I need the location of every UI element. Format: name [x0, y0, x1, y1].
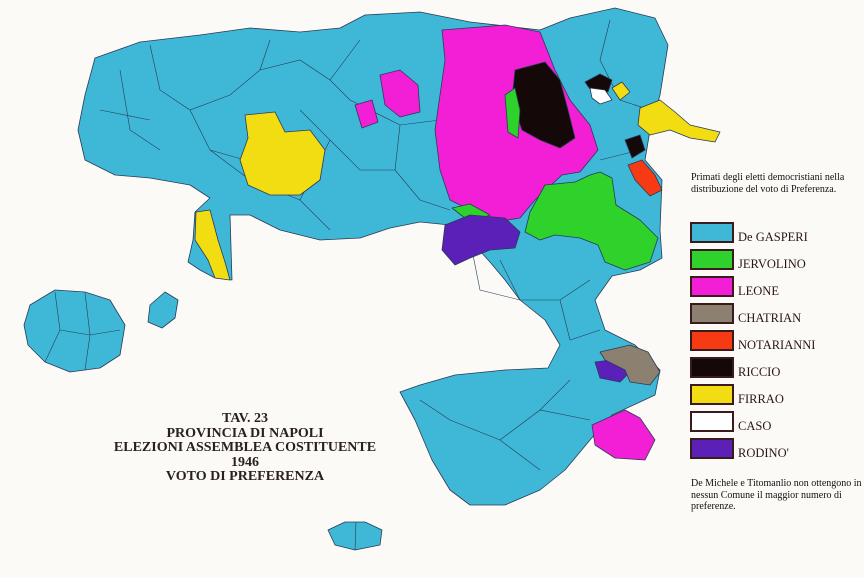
region-riccio-small-2 — [624, 134, 646, 159]
legend-label: CHATRIAN — [738, 311, 802, 325]
legend-item-rodino: RODINO' — [690, 438, 860, 465]
ischia-borders — [44, 291, 121, 371]
legend-swatch — [690, 330, 734, 351]
legend: De GASPERI JERVOLINO LEONE CHATRIAN NOTA… — [690, 222, 860, 465]
title-line-2: PROVINCIA DI NAPOLI — [166, 425, 324, 441]
legend-swatch — [690, 303, 734, 324]
region-leone-small-2 — [354, 99, 379, 129]
legend-label: De GASPERI — [738, 230, 808, 244]
legend-label: RICCIO — [738, 365, 781, 379]
region-chatrian — [599, 344, 661, 386]
island-ischia — [23, 289, 126, 373]
region-caso — [589, 87, 613, 105]
legend-swatch — [690, 357, 734, 378]
legend-label: NOTARIANNI — [738, 338, 816, 352]
legend-note: De Michele e Titomanlio non ottengono in… — [691, 478, 862, 512]
legend-label: LEONE — [738, 284, 779, 298]
legend-swatch — [690, 222, 734, 243]
region-firrao-east — [637, 99, 721, 143]
region-firrao-coast — [194, 209, 231, 281]
island-capri — [327, 521, 383, 551]
legend-item-caso: CASO — [690, 411, 860, 438]
legend-swatch — [690, 384, 734, 405]
title-line-1: TAV. 23 — [222, 411, 268, 426]
legend-item-riccio: RICCIO — [690, 357, 860, 384]
island-procida — [147, 291, 179, 329]
capri-border — [354, 521, 357, 551]
region-jervolino-small — [504, 87, 521, 139]
region-jervolino — [524, 171, 659, 271]
legend-item-notarianni: NOTARIANNI — [690, 330, 860, 357]
title-line-4: VOTO DI PREFERENZA — [165, 469, 325, 484]
legend-label: JERVOLINO — [738, 257, 806, 271]
legend-item-chatrian: CHATRIAN — [690, 303, 860, 330]
title-line-3: ELEZIONI ASSEMBLEA COSTITUENTE 1946 — [113, 440, 377, 470]
region-leone-small-1 — [379, 69, 421, 118]
legend-item-jervolino: JERVOLINO — [690, 249, 860, 276]
legend-intro: Primati degli eletti democristiani nella… — [691, 172, 845, 195]
legend-swatch — [690, 411, 734, 432]
map-title: TAV. 23 PROVINCIA DI NAPOLI ELEZIONI ASS… — [100, 411, 390, 485]
legend-swatch — [690, 276, 734, 297]
region-notarianni — [627, 159, 663, 197]
legend-label: RODINO' — [738, 446, 789, 460]
legend-swatch — [690, 249, 734, 270]
legend-label: CASO — [738, 419, 772, 433]
legend-item-de-gasperi: De GASPERI — [690, 222, 860, 249]
region-rodino — [441, 214, 521, 266]
legend-item-leone: LEONE — [690, 276, 860, 303]
legend-swatch — [690, 438, 734, 459]
legend-item-firrao: FIRRAO — [690, 384, 860, 411]
legend-label: FIRRAO — [738, 392, 784, 406]
region-firrao-small — [611, 81, 631, 101]
region-firrao-west — [239, 111, 326, 196]
region-leone-south — [591, 409, 656, 461]
